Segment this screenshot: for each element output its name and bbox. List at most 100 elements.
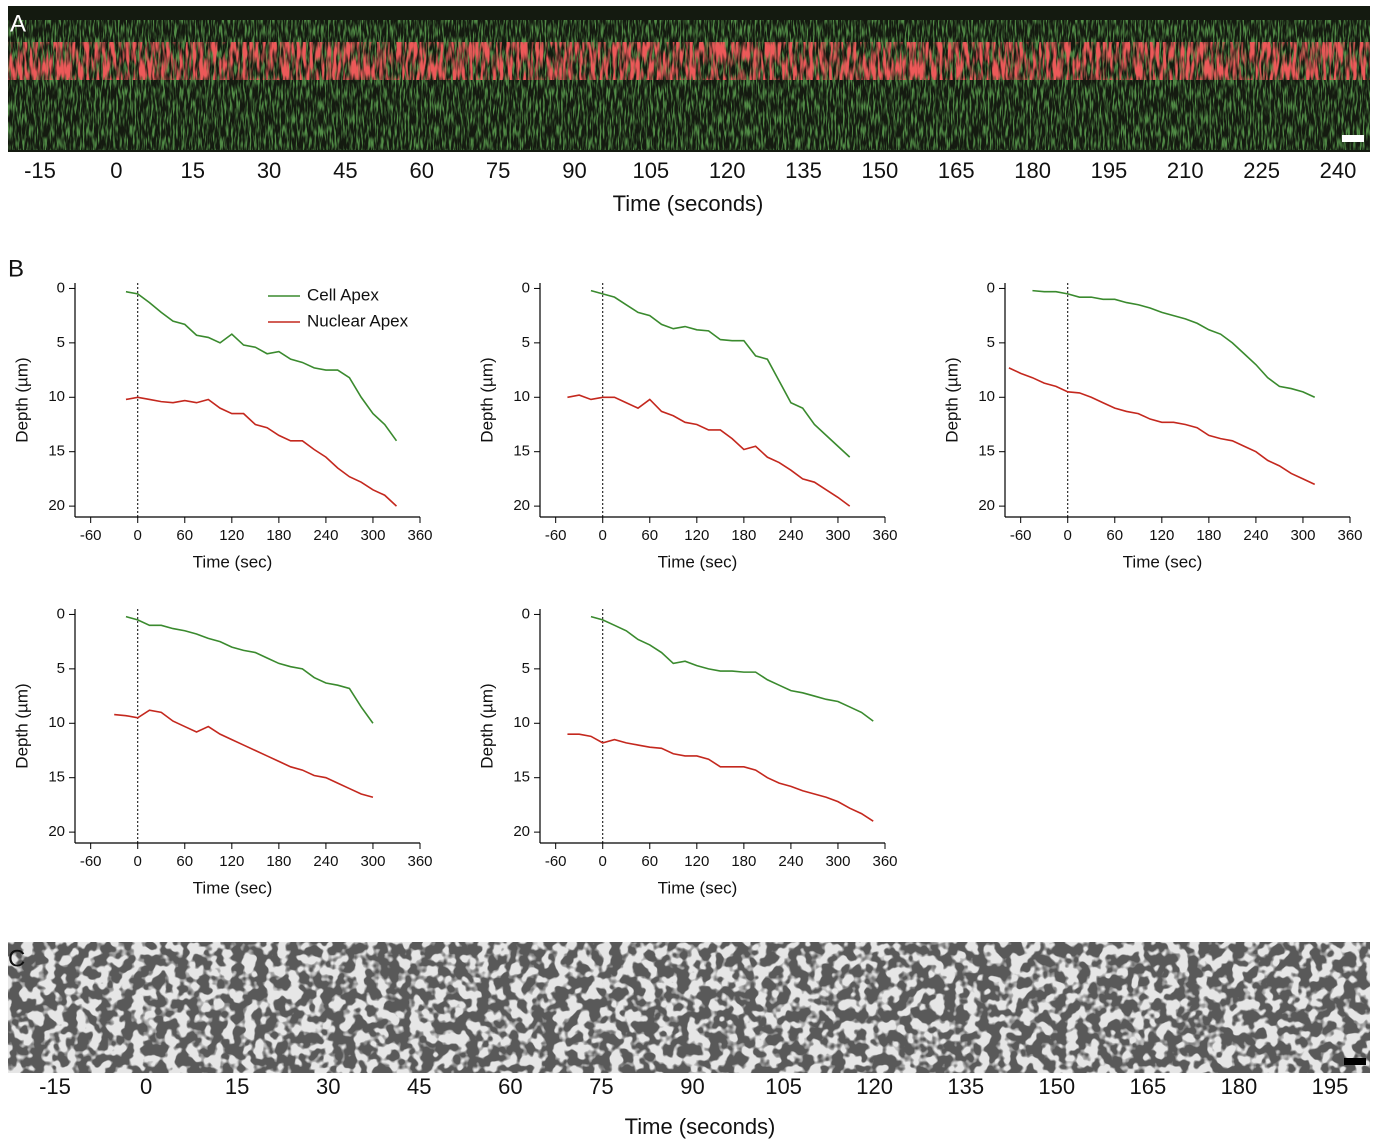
time-label: -15 <box>39 1074 71 1099</box>
x-tick-label: 300 <box>360 527 385 544</box>
y-tick-label: 5 <box>522 334 530 351</box>
time-label: 0 <box>140 1074 152 1099</box>
y-axis-label: Depth (µm) <box>12 357 31 442</box>
line-series <box>125 396 398 507</box>
y-tick-label: 0 <box>57 279 65 296</box>
y-tick-label: 5 <box>57 660 65 677</box>
time-label: 180 <box>1221 1074 1258 1099</box>
panel-a-image <box>8 6 1370 152</box>
x-tick-label: 360 <box>407 527 432 544</box>
time-label: 90 <box>680 1074 704 1099</box>
x-tick-label: 360 <box>1337 527 1362 544</box>
y-axis-label: Depth (µm) <box>477 357 496 442</box>
time-label: 120 <box>709 158 746 183</box>
time-label: 15 <box>180 158 204 183</box>
time-label: 165 <box>1129 1074 1166 1099</box>
line-series <box>567 394 851 507</box>
x-tick-label: 60 <box>641 527 658 544</box>
y-tick-label: 15 <box>48 769 65 786</box>
x-tick-label: 120 <box>684 853 709 870</box>
x-tick-label: 60 <box>176 853 193 870</box>
x-tick-label: 120 <box>219 853 244 870</box>
time-label: 195 <box>1091 158 1128 183</box>
y-tick-label: 10 <box>513 388 530 405</box>
time-label: 105 <box>765 1074 802 1099</box>
x-tick-label: 360 <box>872 527 897 544</box>
time-label: 135 <box>947 1074 984 1099</box>
x-axis-label: Time (sec) <box>1123 552 1203 571</box>
x-tick-label: 180 <box>731 853 756 870</box>
y-axis-label: Depth (µm) <box>12 683 31 768</box>
x-tick-label: 0 <box>134 527 142 544</box>
x-tick-label: 360 <box>872 853 897 870</box>
time-label: 240 <box>1320 158 1357 183</box>
y-tick-label: 0 <box>522 279 530 296</box>
time-label: 0 <box>110 158 122 183</box>
y-tick-label: 5 <box>522 660 530 677</box>
y-tick-label: 15 <box>978 443 995 460</box>
y-tick-label: 10 <box>48 714 65 731</box>
x-axis-label: Time (sec) <box>658 878 738 897</box>
x-tick-label: 360 <box>407 853 432 870</box>
x-tick-label: -60 <box>80 853 102 870</box>
time-label: 60 <box>498 1074 522 1099</box>
legend-label: Nuclear Apex <box>307 311 409 330</box>
time-label: 45 <box>407 1074 431 1099</box>
time-label: 60 <box>410 158 434 183</box>
panel-label: A <box>10 10 26 37</box>
x-tick-label: 240 <box>313 527 338 544</box>
line-series <box>590 615 874 722</box>
x-tick-label: 0 <box>599 527 607 544</box>
y-axis-label: Depth (µm) <box>942 357 961 442</box>
axis-label: Time (seconds) <box>625 1114 776 1139</box>
panel-label: B <box>8 255 24 282</box>
line-series <box>125 290 398 442</box>
x-tick-label: 120 <box>684 527 709 544</box>
time-label: 30 <box>316 1074 340 1099</box>
y-tick-label: 20 <box>48 823 65 840</box>
line-series <box>1008 367 1316 486</box>
y-tick-label: 0 <box>57 605 65 622</box>
panel-label: C <box>8 945 25 972</box>
line-series <box>1032 289 1316 399</box>
x-tick-label: 240 <box>778 527 803 544</box>
x-tick-label: -60 <box>1010 527 1032 544</box>
time-label: 165 <box>938 158 975 183</box>
axis-label: Time (seconds) <box>613 191 764 216</box>
line-series <box>114 709 374 799</box>
y-tick-label: 20 <box>513 823 530 840</box>
time-label: 45 <box>333 158 357 183</box>
y-tick-label: 10 <box>48 388 65 405</box>
x-tick-label: 180 <box>731 527 756 544</box>
y-tick-label: 20 <box>513 497 530 514</box>
time-label: -15 <box>24 158 56 183</box>
x-tick-label: 0 <box>134 853 142 870</box>
x-tick-label: 240 <box>778 853 803 870</box>
x-axis-label: Time (sec) <box>658 552 738 571</box>
y-tick-label: 0 <box>522 605 530 622</box>
x-tick-label: 180 <box>266 527 291 544</box>
x-tick-label: 120 <box>219 527 244 544</box>
y-tick-label: 15 <box>513 769 530 786</box>
x-tick-label: 300 <box>1290 527 1315 544</box>
y-tick-label: 20 <box>978 497 995 514</box>
time-label: 120 <box>856 1074 893 1099</box>
x-tick-label: 60 <box>176 527 193 544</box>
time-label: 135 <box>785 158 822 183</box>
legend-label: Cell Apex <box>307 285 379 304</box>
y-axis-label: Depth (µm) <box>477 683 496 768</box>
y-tick-label: 10 <box>513 714 530 731</box>
x-tick-label: 0 <box>1064 527 1072 544</box>
y-tick-label: 15 <box>48 443 65 460</box>
panel-c-image <box>8 942 1370 1073</box>
x-tick-label: 180 <box>266 853 291 870</box>
time-label: 75 <box>589 1074 613 1099</box>
y-tick-label: 20 <box>48 497 65 514</box>
x-tick-label: 240 <box>1243 527 1268 544</box>
time-label: 150 <box>862 158 899 183</box>
x-tick-label: 300 <box>825 853 850 870</box>
y-tick-label: 10 <box>978 388 995 405</box>
x-axis-label: Time (sec) <box>193 878 273 897</box>
time-label: 195 <box>1312 1074 1349 1099</box>
